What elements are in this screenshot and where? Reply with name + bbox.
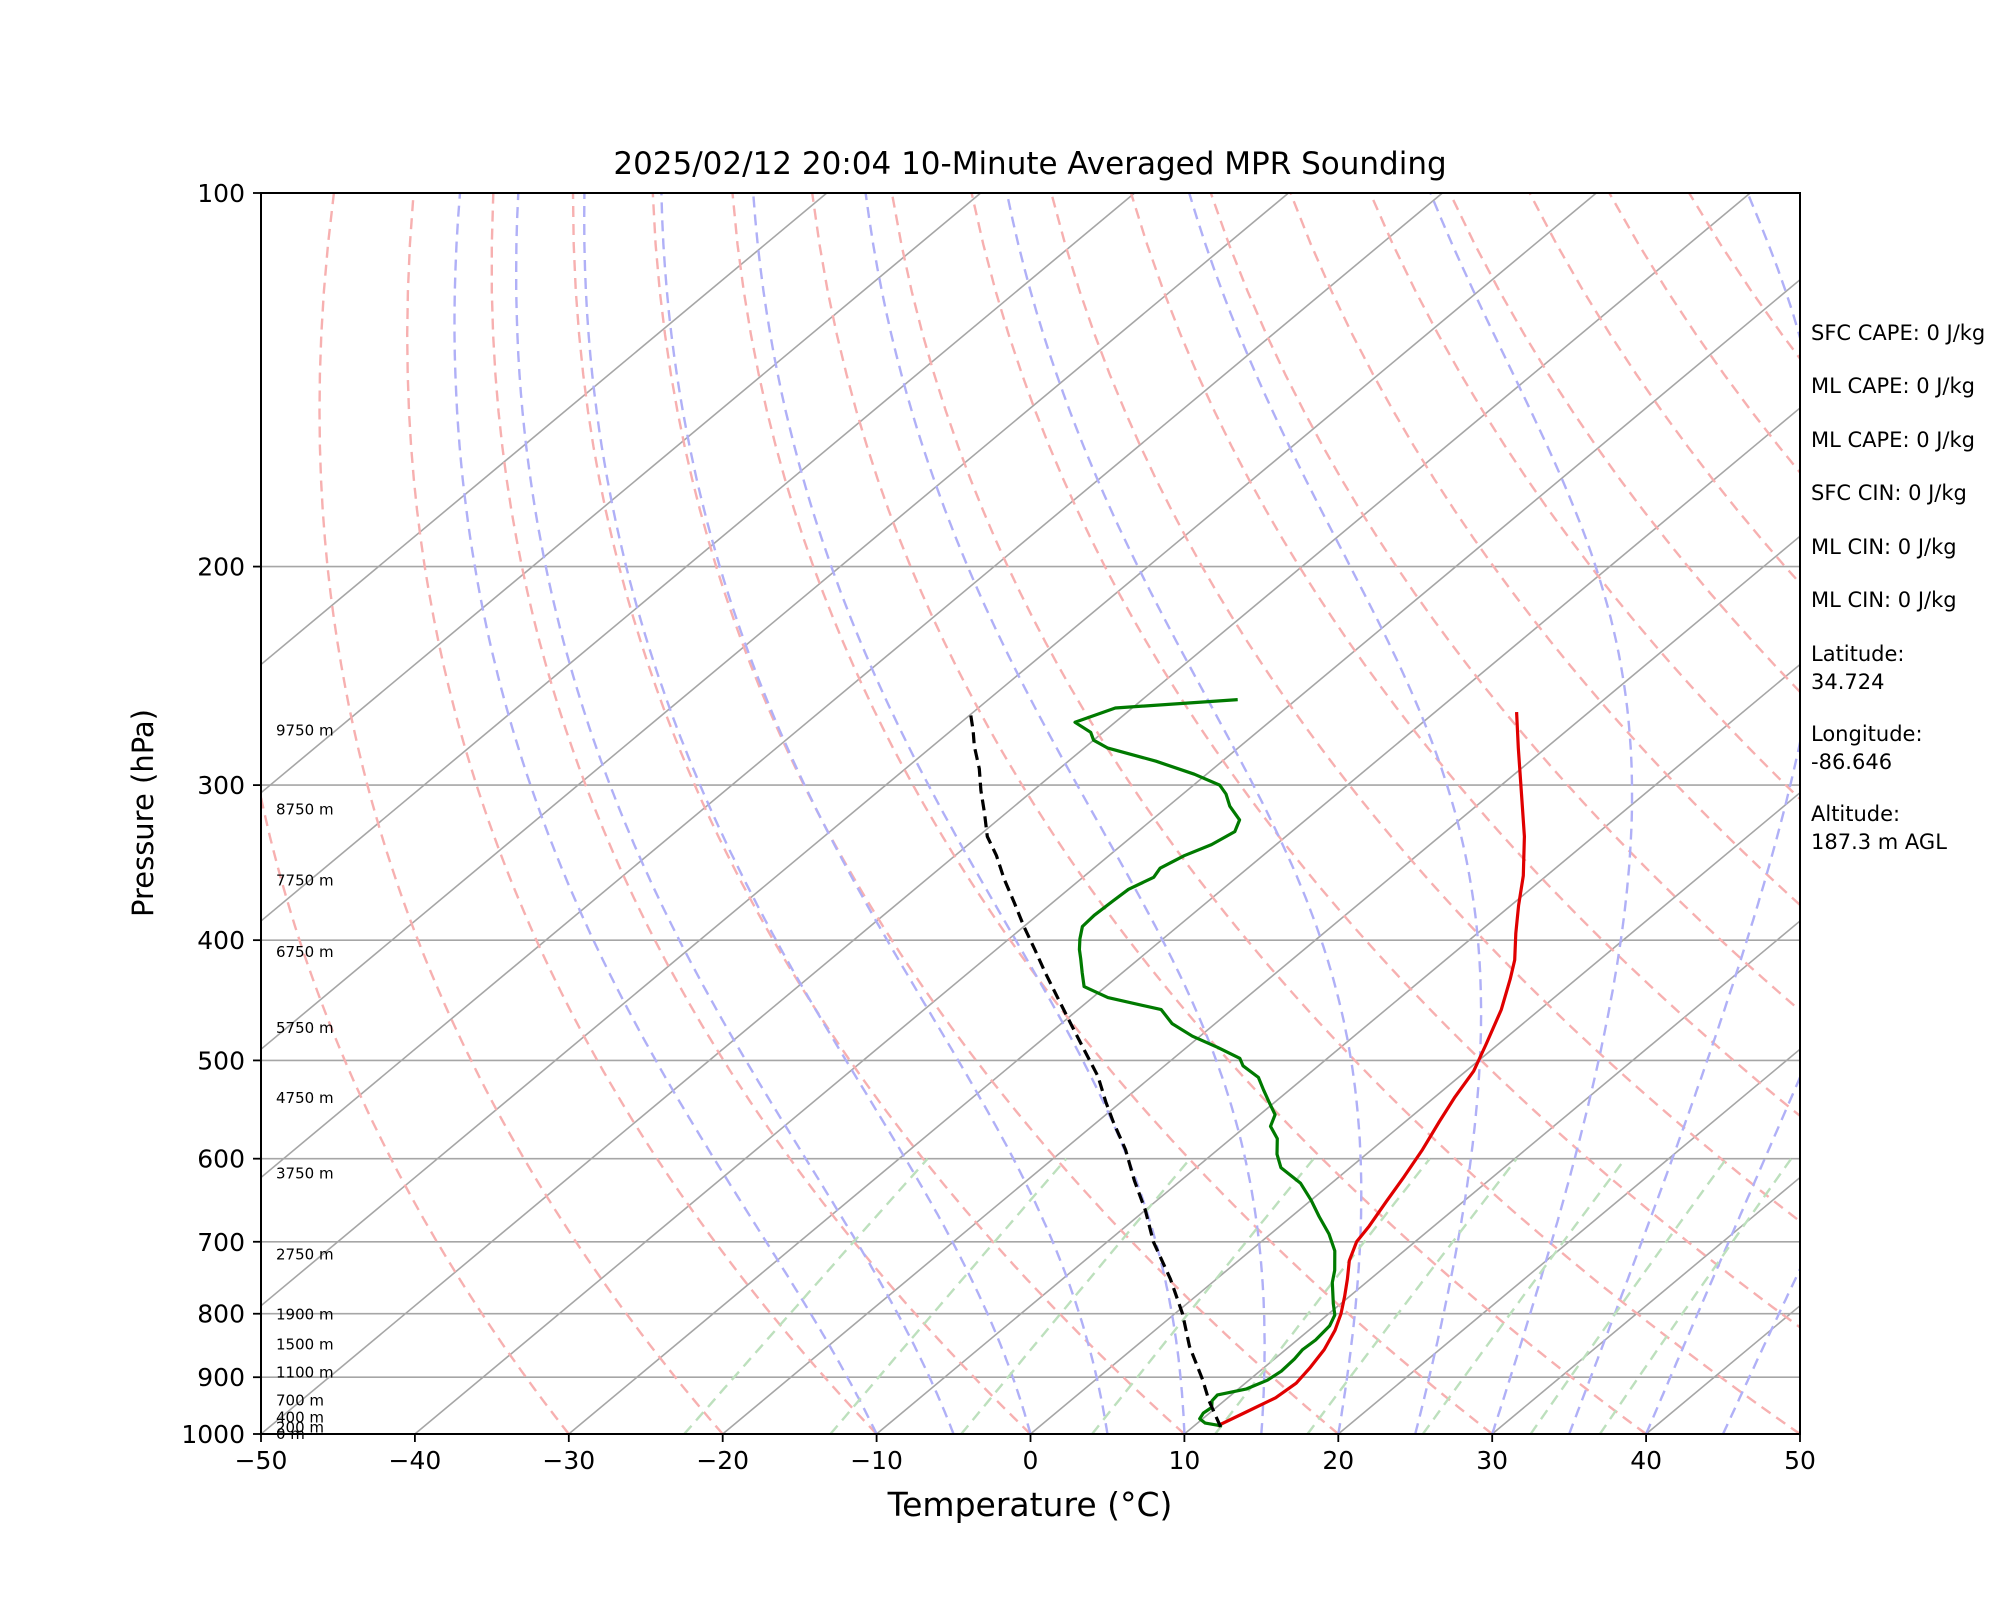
height-label: 4750 m xyxy=(276,1089,334,1107)
moist-adiabat-line xyxy=(1569,193,1826,1434)
x-tick-label: 0 xyxy=(1023,1446,1039,1475)
mixing-ratio-line xyxy=(830,1159,1066,1434)
height-label: 1500 m xyxy=(276,1336,334,1354)
y-axis-label: Pressure (hPa) xyxy=(126,709,160,917)
x-tick-label: −20 xyxy=(696,1446,749,1475)
height-label: 9750 m xyxy=(276,721,334,739)
height-label: 3750 m xyxy=(276,1165,334,1183)
isotherm-line xyxy=(723,193,2000,1434)
moist-adiabat-line xyxy=(455,193,877,1434)
isotherm-line xyxy=(0,193,1135,1434)
dry-adiabat-line xyxy=(812,193,1646,1434)
height-label: 8750 m xyxy=(276,801,334,819)
altitude-value: 187.3 m AGL xyxy=(1811,830,1947,854)
x-tick-label: 30 xyxy=(1476,1446,1508,1475)
chart-title: 2025/02/12 20:04 10-Minute Averaged MPR … xyxy=(613,146,1446,182)
x-axis-ticks: −50 −40 −30 −20 −10 0 10 20 30 40 50 xyxy=(235,1434,1816,1475)
mixing-ratio-line xyxy=(684,1159,927,1434)
x-tick-label: 50 xyxy=(1784,1446,1816,1475)
x-tick-label: 40 xyxy=(1630,1446,1662,1475)
height-label: 700 m xyxy=(276,1392,324,1410)
dry-adiabat-line xyxy=(892,193,1800,1434)
y-tick-label: 300 xyxy=(197,771,245,800)
x-tick-label: −40 xyxy=(389,1446,442,1475)
mixing-ratio-line xyxy=(1308,1159,1517,1434)
height-labels: 9750 m 8750 m 7750 m 6750 m 5750 m 4750 m 3750… xyxy=(276,721,334,1443)
longitude-value: -86.646 xyxy=(1811,750,1892,774)
height-label: 2750 m xyxy=(276,1246,334,1264)
y-tick-label: 500 xyxy=(197,1046,245,1075)
moist-adiabat-line xyxy=(1430,193,1632,1434)
latitude-label: Latitude: xyxy=(1811,642,1905,666)
dewpoint-line xyxy=(1075,700,1335,1426)
y-tick-label: 900 xyxy=(197,1363,245,1392)
x-tick-label: −50 xyxy=(235,1446,288,1475)
moist-adiabat-line xyxy=(584,193,1030,1434)
x-axis-label: Temperature (°C) xyxy=(887,1485,1173,1524)
y-tick-label: 100 xyxy=(197,179,245,208)
ml-cape-2: ML CAPE: 0 J/kg xyxy=(1811,428,1975,452)
y-tick-label: 800 xyxy=(197,1300,245,1329)
y-tick-label: 700 xyxy=(197,1228,245,1257)
x-tick-label: −10 xyxy=(850,1446,903,1475)
height-label: 7750 m xyxy=(276,871,334,889)
ml-cin-1: ML CIN: 0 J/kg xyxy=(1811,535,1957,559)
mixing-ratio-line xyxy=(1215,1159,1430,1434)
x-tick-label: 20 xyxy=(1322,1446,1354,1475)
dry-adiabat-line xyxy=(492,193,1031,1434)
moist-adiabat-line xyxy=(516,193,953,1434)
ml-cape-1: ML CAPE: 0 J/kg xyxy=(1811,374,1975,398)
data-series xyxy=(970,700,1524,1427)
x-tick-label: 10 xyxy=(1168,1446,1200,1475)
ml-cin-2: ML CIN: 0 J/kg xyxy=(1811,588,1957,612)
sfc-cin: SFC CIN: 0 J/kg xyxy=(1811,481,1967,505)
height-label: 5750 m xyxy=(276,1019,334,1037)
info-panel: SFC CAPE: 0 J/kg ML CAPE: 0 J/kg ML CAPE… xyxy=(1811,321,1985,854)
isotherm-line xyxy=(415,193,1904,1434)
dry-adiabat-line xyxy=(733,193,1493,1434)
longitude-label: Longitude: xyxy=(1811,722,1923,746)
isotherm-line xyxy=(569,193,2000,1434)
moist-adiabat-line xyxy=(1007,193,1361,1434)
isotherm-line xyxy=(0,193,827,1434)
y-tick-label: 200 xyxy=(197,553,245,582)
latitude-value: 34.724 xyxy=(1811,670,1884,694)
y-tick-label: 600 xyxy=(197,1145,245,1174)
isotherm-line xyxy=(0,193,1288,1434)
plot-frame xyxy=(261,193,1800,1434)
mixing-ratio-line xyxy=(961,1159,1190,1434)
dry-adiabat-line xyxy=(320,193,723,1434)
y-tick-label: 1000 xyxy=(181,1420,245,1449)
y-axis-ticks: 100 200 300 400 500 600 700 800 900 1000 xyxy=(181,179,261,1449)
y-tick-label: 400 xyxy=(197,926,245,955)
isotherm-line xyxy=(261,193,1750,1434)
altitude-label: Altitude: xyxy=(1811,802,1900,826)
height-label: 1100 m xyxy=(276,1363,334,1381)
height-label: 6750 m xyxy=(276,943,334,961)
mixing-ratio-line xyxy=(1531,1159,1727,1434)
x-tick-label: −30 xyxy=(542,1446,595,1475)
mixing-ratio-line xyxy=(1423,1159,1625,1434)
dry-adiabat-line xyxy=(407,193,876,1434)
sfc-cape: SFC CAPE: 0 J/kg xyxy=(1811,321,1985,345)
height-label: 1900 m xyxy=(276,1305,334,1323)
